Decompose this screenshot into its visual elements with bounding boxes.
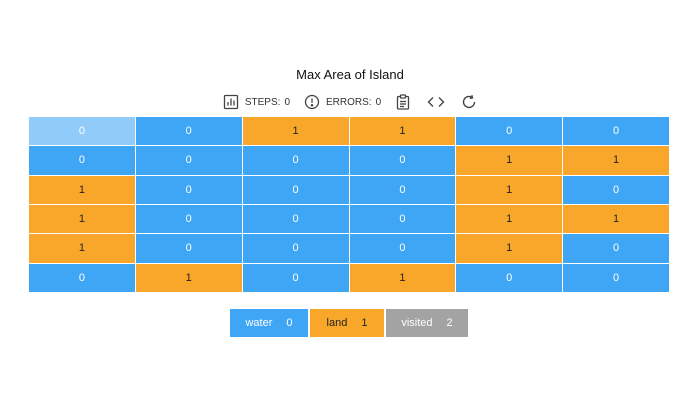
errors-label: ERRORS: [326,96,372,108]
grid-cell[interactable]: 1 [456,175,563,204]
grid-cell[interactable]: 0 [456,117,563,146]
steps-label: STEPS: [244,96,281,108]
legend-water: water 0 [230,309,308,337]
errors-indicator: ERRORS: 0 [304,94,381,110]
grid-cell[interactable]: 0 [29,263,135,292]
reset-button[interactable] [461,94,477,110]
grid-cell[interactable]: 0 [563,117,669,146]
grid-cell[interactable]: 0 [349,205,456,234]
grid-cell[interactable]: 1 [456,205,563,234]
legend-value: 2 [446,317,453,329]
grid-cell[interactable]: 0 [135,234,242,263]
steps-indicator: STEPS: 0 [223,94,290,110]
clipboard-button[interactable] [395,94,411,110]
grid-cell[interactable]: 0 [349,146,456,175]
grid-cell[interactable]: 0 [456,263,563,292]
grid-cell[interactable]: 1 [29,175,135,204]
refresh-icon[interactable] [461,94,477,110]
grid-cell[interactable]: 1 [349,263,456,292]
grid-cell[interactable]: 1 [563,205,669,234]
grid-cell[interactable]: 0 [349,234,456,263]
legend-label: land [326,317,348,329]
grid-cell[interactable]: 1 [135,263,242,292]
legend: water 0 land 1 visited 2 [230,309,468,337]
clipboard-icon[interactable] [395,94,411,110]
errors-value: 0 [375,96,382,108]
grid-cell[interactable]: 0 [242,234,349,263]
legend-value: 0 [286,317,293,329]
grid-cell[interactable]: 0 [349,175,456,204]
grid-cell[interactable]: 1 [242,117,349,146]
grid-cell[interactable]: 0 [563,175,669,204]
toolbar: STEPS: 0 ERRORS: 0 [0,92,700,112]
grid-cell[interactable]: 0 [135,117,242,146]
grid-cell[interactable]: 0 [242,263,349,292]
grid-cell[interactable]: 1 [456,146,563,175]
code-button[interactable] [427,94,445,110]
grid-cell[interactable]: 0 [135,205,242,234]
grid-cell[interactable]: 0 [242,205,349,234]
grid-cell[interactable]: 1 [29,205,135,234]
legend-value: 1 [361,317,368,329]
legend-label: water [245,317,273,329]
grid-cell[interactable]: 0 [242,175,349,204]
legend-label: visited [401,317,433,329]
code-icon[interactable] [427,94,445,110]
grid-cell[interactable]: 0 [29,146,135,175]
legend-land: land 1 [310,309,384,337]
grid-cell[interactable]: 1 [349,117,456,146]
page-title: Max Area of Island [296,67,404,82]
grid-cell[interactable]: 0 [563,234,669,263]
grid-cell[interactable]: 1 [29,234,135,263]
bar-chart-icon[interactable] [223,94,239,110]
grid-cell[interactable]: 0 [29,117,135,146]
alert-circle-icon[interactable] [304,94,320,110]
grid-cell[interactable]: 0 [135,175,242,204]
grid-cell[interactable]: 1 [563,146,669,175]
legend-visited: visited 2 [386,309,468,337]
grid-cell[interactable]: 0 [242,146,349,175]
grid-cell[interactable]: 0 [135,146,242,175]
grid-cell[interactable]: 1 [456,234,563,263]
steps-value: 0 [284,96,290,108]
grid-cell[interactable]: 0 [563,263,669,292]
